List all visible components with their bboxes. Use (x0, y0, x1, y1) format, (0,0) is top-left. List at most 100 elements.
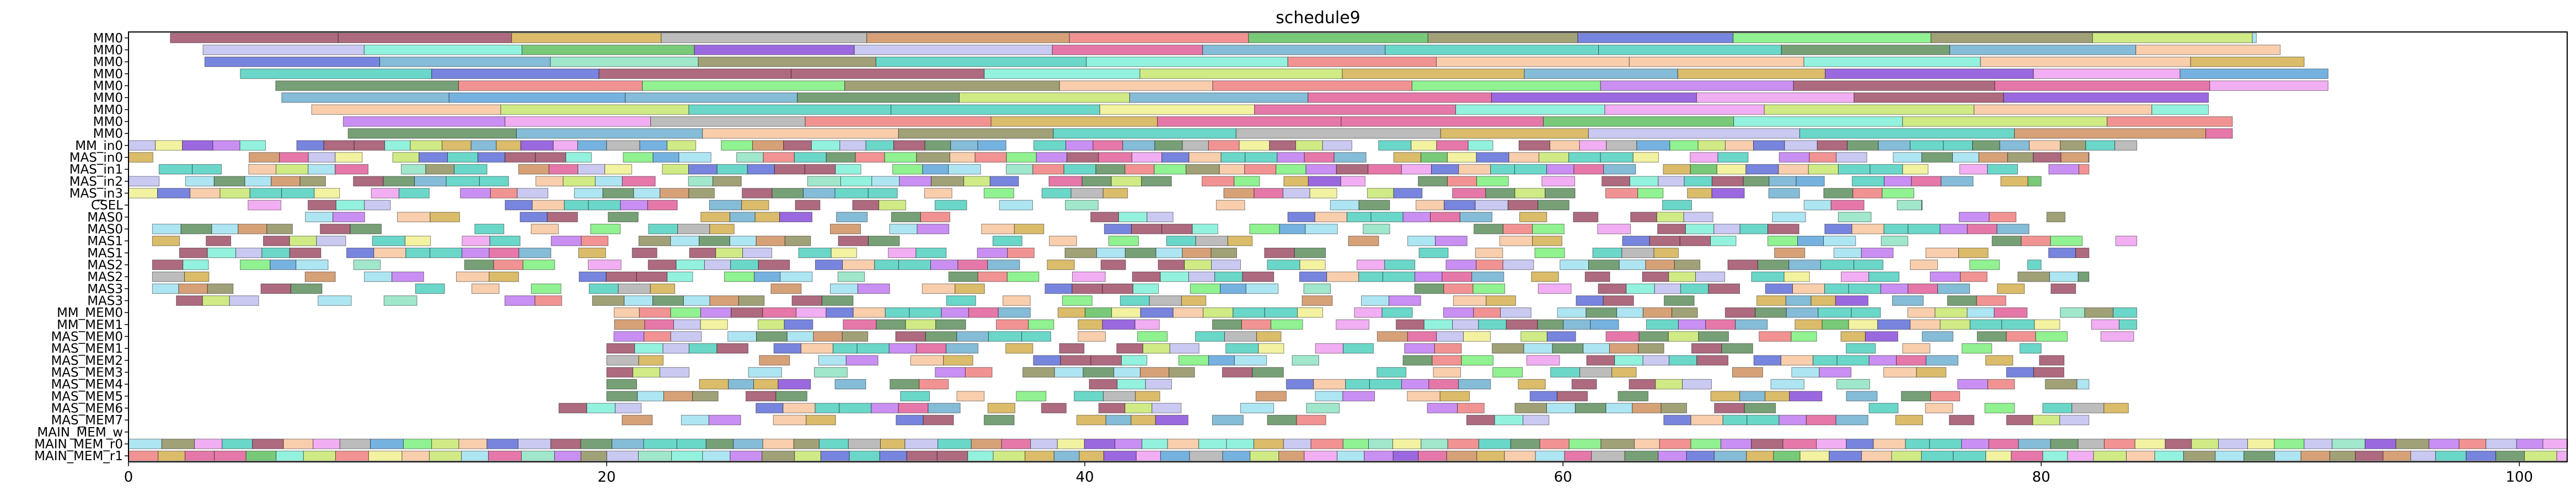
task-bar (1433, 367, 1461, 378)
task-bar (1994, 80, 2210, 91)
task-bar (1211, 247, 1237, 258)
x-axis: 0 20 40 60 80 100 (124, 462, 2533, 486)
task-bar (1929, 439, 1962, 449)
task-bar (1304, 152, 1335, 163)
task-bar (1124, 164, 1155, 175)
task-bar (622, 176, 656, 187)
task-bar (704, 260, 731, 270)
task-bar (678, 152, 711, 163)
task-bar (1873, 439, 1906, 449)
y-tick-label: MM0 (93, 127, 123, 141)
y-tick-label: MAS_in3 (69, 187, 123, 201)
task-bar (500, 104, 689, 115)
task-bar (517, 439, 551, 449)
task-bar (1202, 176, 1235, 187)
task-bar (1245, 283, 1279, 294)
task-bar (623, 152, 654, 163)
task-bar (1721, 343, 1753, 354)
task-bar (1276, 164, 1306, 175)
task-bar (1172, 307, 1204, 318)
task-bar (1977, 331, 2007, 342)
task-bar (1436, 56, 1630, 67)
task-bar (1278, 450, 1305, 461)
task-bar (826, 152, 856, 163)
task-bar (1147, 212, 1174, 223)
task-bar (1286, 379, 1314, 390)
task-bar (730, 450, 763, 461)
task-bar (1997, 283, 2025, 294)
task-bar (202, 295, 230, 306)
task-bar (957, 260, 988, 270)
task-bar (2092, 33, 2253, 44)
task-bar (1452, 319, 1479, 330)
task-bar (728, 379, 754, 390)
task-bar (1377, 367, 1407, 378)
task-bar (1105, 414, 1132, 425)
task-bar (1573, 212, 1599, 223)
task-bar (1539, 439, 1570, 449)
task-bar (303, 450, 336, 461)
task-bar (1256, 331, 1282, 342)
task-bar (1103, 391, 1136, 402)
task-bar (1621, 247, 1654, 258)
task-bar (462, 247, 490, 258)
y-tick-label: CSEL (91, 198, 123, 213)
task-bar (915, 247, 947, 258)
task-bar (752, 140, 784, 151)
task-bar (316, 235, 346, 246)
task-bar (2045, 379, 2077, 390)
task-bar (1184, 260, 1212, 270)
task-bar (1078, 331, 1106, 342)
task-bar (1669, 140, 1699, 151)
task-bar (1638, 331, 1669, 342)
task-bar (2355, 450, 2384, 461)
task-bar (634, 343, 663, 354)
task-bar (2006, 331, 2036, 342)
task-bar (1910, 319, 1941, 330)
task-bar (1057, 439, 1085, 449)
task-bar (1396, 319, 1424, 330)
task-bar (1846, 140, 1879, 151)
task-bar (1131, 414, 1156, 425)
task-bar (1120, 295, 1150, 306)
task-bar (1078, 319, 1103, 330)
task-bar (753, 379, 779, 390)
task-bar (1674, 260, 1701, 270)
task-bar (867, 235, 900, 246)
task-bar (318, 295, 352, 306)
task-bar (263, 235, 290, 246)
task-bar (633, 188, 661, 198)
task-bar (384, 140, 411, 151)
task-bar (1287, 212, 1315, 223)
task-bar (1336, 319, 1369, 330)
task-bar (783, 403, 816, 413)
task-bar (910, 355, 944, 366)
task-bar (1222, 367, 1253, 378)
task-bar (1687, 188, 1712, 198)
task-bar (2134, 439, 2166, 449)
task-bar (1840, 331, 1866, 342)
task-bar (983, 414, 1015, 425)
task-bar (688, 104, 892, 115)
task-bar (925, 331, 957, 342)
task-bar (1605, 188, 1638, 198)
task-bar (1958, 212, 1990, 223)
task-bar (1452, 188, 1486, 198)
task-bar (763, 152, 795, 163)
task-bar (260, 283, 291, 294)
task-bar (1315, 343, 1343, 354)
task-bar (888, 247, 917, 258)
task-bar (1466, 414, 1495, 425)
task-bar (1626, 283, 1655, 294)
task-bar (1077, 414, 1106, 425)
task-bar (1568, 152, 1601, 163)
task-bar (790, 68, 985, 79)
task-bar (1579, 140, 1607, 151)
task-bar (2050, 235, 2083, 246)
task-bar (1603, 164, 1636, 175)
task-bar (353, 260, 381, 270)
task-bar (550, 439, 581, 449)
task-bar (794, 152, 827, 163)
x-tick-label: 80 (2032, 469, 2050, 486)
task-bar (1803, 56, 1981, 67)
